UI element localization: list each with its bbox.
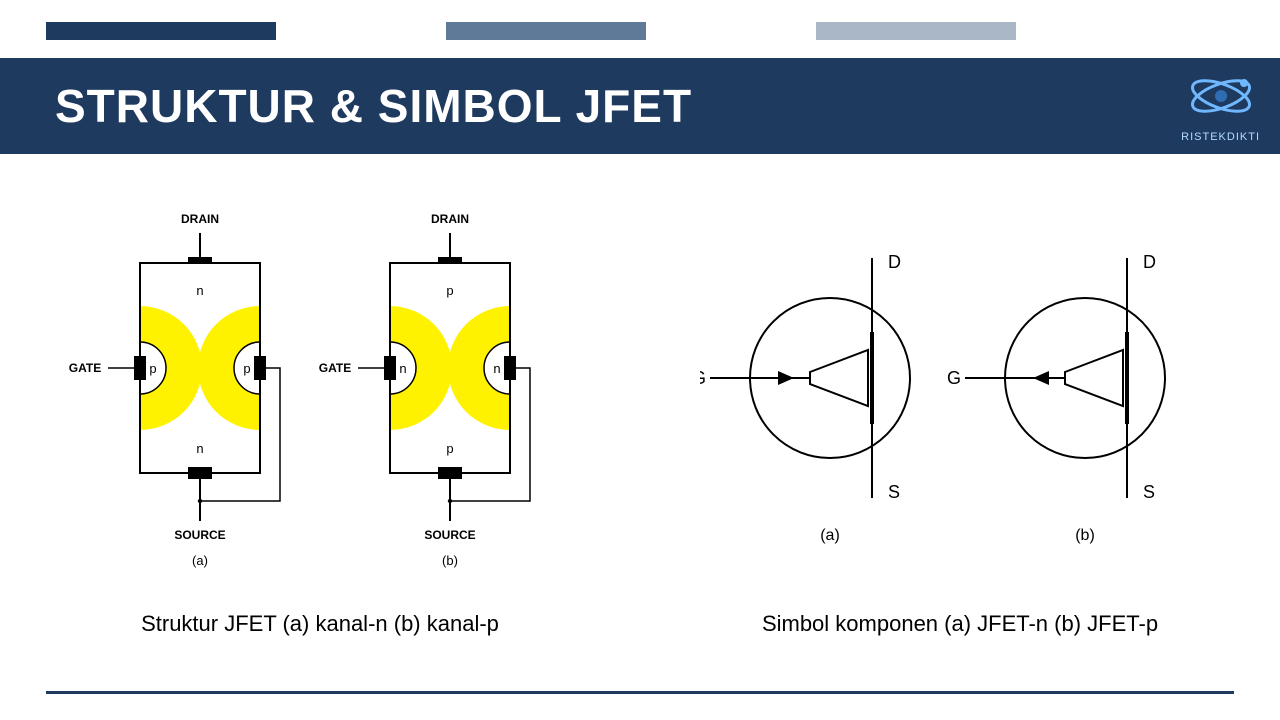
svg-text:DRAIN: DRAIN <box>181 212 219 226</box>
svg-text:(b): (b) <box>1075 527 1095 544</box>
structure-caption: Struktur JFET (a) kanal-n (b) kanal-p <box>141 611 499 637</box>
svg-text:(a): (a) <box>192 553 208 568</box>
svg-text:(a): (a) <box>820 527 840 544</box>
svg-text:p: p <box>446 283 453 298</box>
title-banner: STRUKTUR & SIMBOL JFET RISTEKDIKTI <box>0 58 1280 154</box>
svg-text:n: n <box>399 361 406 376</box>
svg-text:n: n <box>196 441 203 456</box>
svg-text:D: D <box>888 252 901 272</box>
svg-text:SOURCE: SOURCE <box>424 528 475 542</box>
jfet-symbol-diagram: D S G (a) D S G (b) <box>700 203 1220 603</box>
symbol-caption: Simbol komponen (a) JFET-n (b) JFET-p <box>762 611 1158 637</box>
structure-panel: DRAIN GATE SOURCE n n p p (a) DRAIN GATE SOURCE p p n… <box>0 180 640 660</box>
svg-text:G: G <box>947 368 961 388</box>
accent-bar-3 <box>816 22 1016 40</box>
svg-text:S: S <box>1143 482 1155 502</box>
brand-name: RISTEKDIKTI <box>1181 131 1260 143</box>
svg-text:p: p <box>149 361 156 376</box>
svg-text:n: n <box>493 361 500 376</box>
svg-text:p: p <box>243 361 250 376</box>
accent-bar-2 <box>446 22 646 40</box>
svg-text:S: S <box>888 482 900 502</box>
slide-title: STRUKTUR & SIMBOL JFET <box>55 79 692 133</box>
jfet-structure-diagram: DRAIN GATE SOURCE n n p p (a) DRAIN GATE SOURCE p p n… <box>60 203 580 603</box>
svg-text:n: n <box>196 283 203 298</box>
content-area: DRAIN GATE SOURCE n n p p (a) DRAIN GATE SOURCE p p n… <box>0 180 1280 660</box>
svg-text:(b): (b) <box>442 553 458 568</box>
accent-bar-1 <box>46 22 276 40</box>
top-accent-row <box>0 22 1280 40</box>
svg-text:DRAIN: DRAIN <box>431 212 469 226</box>
brand-logo: RISTEKDIKTI <box>1181 69 1260 143</box>
symbol-panel: D S G (a) D S G (b) Simbol komponen (a) JFET-n … <box>640 180 1280 660</box>
svg-text:GATE: GATE <box>319 361 351 375</box>
svg-text:G: G <box>700 368 706 388</box>
svg-text:SOURCE: SOURCE <box>174 528 225 542</box>
svg-text:p: p <box>446 441 453 456</box>
bottom-divider <box>46 691 1234 694</box>
svg-text:GATE: GATE <box>69 361 101 375</box>
svg-text:D: D <box>1143 252 1156 272</box>
ristekdikti-icon <box>1186 69 1256 124</box>
